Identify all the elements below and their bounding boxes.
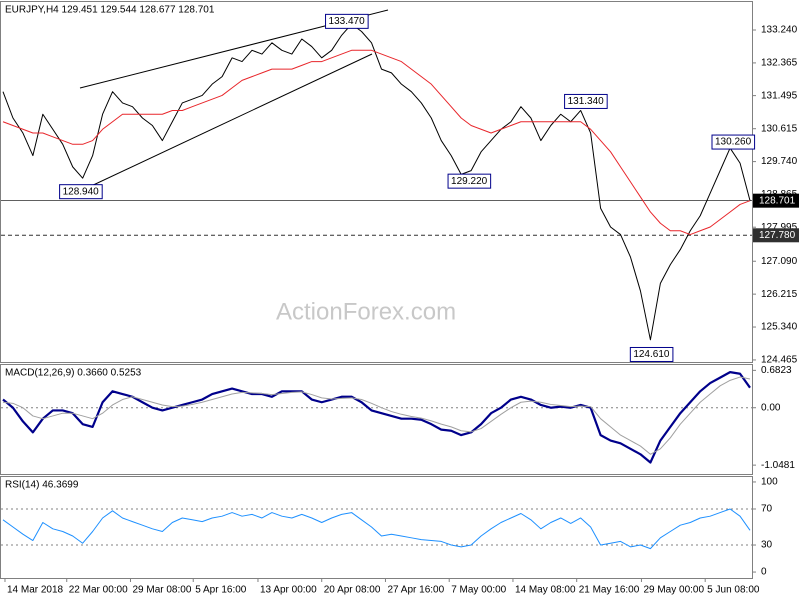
annotation-label: 128.940 bbox=[63, 186, 100, 197]
annotation-label: 129.220 bbox=[451, 176, 488, 187]
price-header: EURJPY,H4 129.451 129.544 128.677 128.70… bbox=[5, 5, 215, 16]
price-label: 128.701 bbox=[759, 195, 796, 206]
x-tick-label: 27 Apr 16:00 bbox=[387, 585, 444, 596]
annotation-label: 131.340 bbox=[568, 96, 605, 107]
x-tick-label: 13 Apr 00:00 bbox=[260, 585, 317, 596]
y-tick-label: 130.615 bbox=[761, 123, 798, 134]
x-tick-label: 22 Mar 00:00 bbox=[69, 585, 128, 596]
price-label-box bbox=[753, 228, 799, 243]
y-tick-label: 127.090 bbox=[761, 256, 798, 267]
series-line bbox=[2, 376, 751, 455]
y-tick-label: 125.340 bbox=[761, 322, 798, 333]
annotation: 129.220 bbox=[447, 173, 492, 189]
x-tick-label: 20 Apr 08:00 bbox=[324, 585, 381, 596]
annotation-box bbox=[564, 93, 608, 109]
series-line bbox=[2, 49, 751, 236]
annotation: 133.470 bbox=[325, 13, 369, 29]
rsi-panel bbox=[0, 476, 753, 579]
x-tick-label: 29 May 00:00 bbox=[643, 585, 704, 596]
y-tick-label: 132.365 bbox=[761, 58, 798, 69]
annotation: 131.340 bbox=[564, 93, 608, 109]
macd-header: MACD(12,26,9) 0.3660 0.5253 bbox=[5, 368, 142, 379]
series-line bbox=[2, 508, 751, 550]
price-label-box bbox=[753, 193, 799, 208]
y-tick-label: 133.240 bbox=[761, 25, 798, 36]
annotation: 128.940 bbox=[59, 184, 103, 200]
series-line bbox=[2, 23, 751, 341]
annotation-box bbox=[325, 13, 369, 29]
annotation-label: 130.260 bbox=[715, 137, 752, 148]
y-tick-label: 100 bbox=[761, 477, 778, 488]
y-tick-label: 0.00 bbox=[761, 402, 781, 413]
x-tick-label: 5 Apr 16:00 bbox=[195, 585, 247, 596]
y-tick-label: 131.495 bbox=[761, 90, 798, 101]
x-tick-label: 21 May 16:00 bbox=[579, 585, 640, 596]
x-tick-label: 7 May 00:00 bbox=[451, 585, 506, 596]
y-tick-label: 70 bbox=[761, 504, 773, 515]
annotation-label: 133.470 bbox=[329, 16, 366, 27]
annotation: 124.610 bbox=[629, 346, 674, 362]
series-line bbox=[2, 371, 751, 464]
y-tick-label: -1.0481 bbox=[761, 460, 795, 471]
x-tick-label: 14 May 08:00 bbox=[515, 585, 576, 596]
y-tick-label: 0.6823 bbox=[761, 365, 792, 376]
annotation: 130.260 bbox=[711, 134, 756, 150]
y-tick-label: 124.465 bbox=[761, 355, 798, 366]
trend-line bbox=[71, 53, 373, 196]
price-panel bbox=[0, 1, 753, 363]
x-tick-label: 14 Mar 2018 bbox=[7, 585, 64, 596]
y-tick-label: 0 bbox=[761, 567, 767, 578]
price-label: 127.780 bbox=[759, 230, 796, 241]
y-tick-label: 129.740 bbox=[761, 156, 798, 167]
y-tick-label: 127.995 bbox=[761, 222, 798, 233]
y-tick-label: 30 bbox=[761, 540, 773, 551]
macd-panel bbox=[0, 364, 753, 475]
x-tick-label: 29 Mar 08:00 bbox=[132, 585, 191, 596]
watermark: ActionForex.com bbox=[276, 298, 456, 325]
rsi-header: RSI(14) 46.3699 bbox=[5, 480, 79, 491]
annotation-box bbox=[711, 134, 756, 150]
annotation-box bbox=[59, 184, 103, 200]
annotation-box bbox=[629, 346, 674, 362]
x-tick-label: 5 Jun 08:00 bbox=[707, 585, 760, 596]
annotation-box bbox=[447, 173, 492, 189]
y-tick-label: 126.215 bbox=[761, 289, 798, 300]
annotation-label: 124.610 bbox=[633, 349, 670, 360]
